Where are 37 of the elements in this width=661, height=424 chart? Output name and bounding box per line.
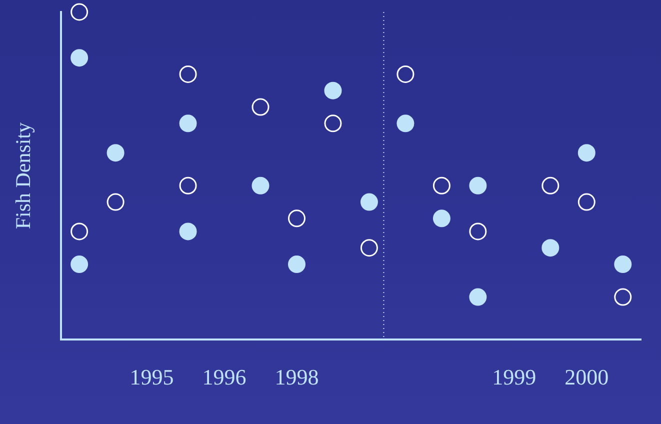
point <box>70 222 88 240</box>
point <box>396 114 414 132</box>
point <box>469 176 487 194</box>
x-tick-label: 1996 <box>202 364 246 390</box>
point <box>542 239 560 257</box>
point <box>288 256 306 273</box>
point <box>324 82 342 100</box>
point <box>469 288 487 306</box>
point <box>360 193 378 211</box>
point <box>324 114 342 132</box>
point <box>432 176 450 194</box>
point <box>288 210 306 228</box>
point <box>578 193 596 211</box>
x-tick-label: 1999 <box>492 364 536 390</box>
point <box>179 65 197 83</box>
x-tick-label: 1998 <box>274 364 319 390</box>
point <box>614 256 632 273</box>
point <box>70 3 88 21</box>
point <box>469 222 487 240</box>
point <box>432 210 450 228</box>
point <box>396 65 414 83</box>
point <box>252 98 270 116</box>
point <box>70 256 88 273</box>
point <box>70 49 88 67</box>
point <box>360 239 378 257</box>
point <box>578 144 596 162</box>
point <box>252 176 270 194</box>
point <box>179 114 197 132</box>
point <box>106 144 124 162</box>
point <box>614 288 632 306</box>
point <box>179 222 197 240</box>
x-tick-label: 2000 <box>564 364 609 390</box>
x-tick-label: 1995 <box>130 364 174 390</box>
point <box>542 176 560 194</box>
point <box>106 193 124 211</box>
y-axis-title: Fish Density <box>11 122 36 230</box>
point <box>179 176 197 194</box>
